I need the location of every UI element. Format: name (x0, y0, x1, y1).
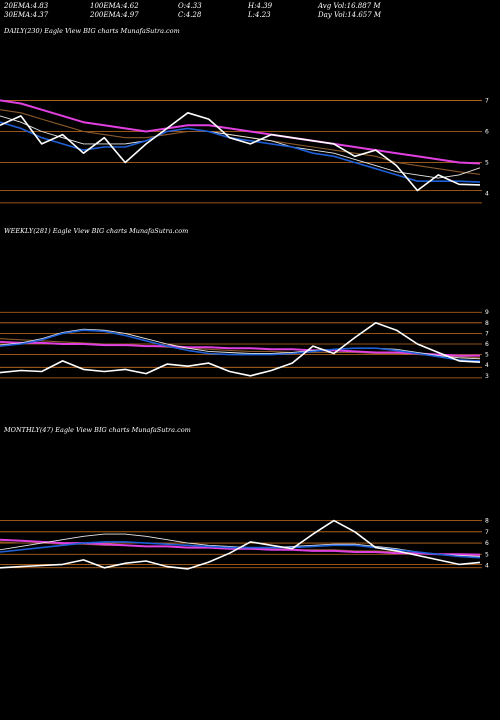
monthly-ytick-label: 5 (485, 551, 489, 558)
ema20-value: 4.83 (32, 2, 49, 10)
daily-ytick-label: 4 (485, 191, 489, 198)
ema20-label: 20EMA: (4, 2, 33, 10)
ema100-label: 100EMA: (90, 2, 124, 10)
weekly-ema-fast-line (0, 329, 481, 362)
weekly-ema-slow-line (0, 328, 481, 360)
open-value: 4.33 (186, 2, 202, 10)
low-label: L: (248, 11, 256, 19)
daily-ytick-label: 7 (485, 97, 489, 104)
monthly-ytick-label: 8 (485, 518, 489, 525)
daily-price-line (0, 112, 481, 192)
day-vol-label: Day Vol: (318, 11, 348, 19)
weekly-ytick-label: 3 (485, 373, 489, 380)
high-readout: H:4.39 (248, 2, 272, 10)
ema200-label: 200EMA: (90, 11, 124, 19)
weekly-ytick-label: 8 (485, 320, 489, 327)
ema200-value: 4.97 (123, 11, 139, 19)
daily-panel-title: DAILY(230) Eagle View BIG charts MunafaS… (4, 27, 180, 35)
ema100-readout: 100EMA:4.62 (90, 2, 139, 10)
close-label: C: (178, 11, 186, 19)
weekly-ytick-label: 5 (485, 352, 489, 359)
indicator-header-row-1: 20EMA:4.83 (4, 2, 48, 10)
ema30-readout: 30EMA:4.37 (4, 11, 48, 19)
weekly-panel-title: WEEKLY(281) Eagle View BIG charts Munafa… (4, 227, 189, 235)
weekly-ytick-label: 7 (485, 330, 489, 337)
day-vol-value: 14.657 M (347, 11, 382, 19)
ema100-value: 4.62 (123, 2, 139, 10)
avg-vol-readout: Avg Vol:16.887 M (318, 2, 381, 10)
close-value: 4.28 (185, 11, 202, 19)
weekly-ytick-label: 6 (485, 341, 489, 348)
weekly-ema-200-line (0, 340, 480, 357)
monthly-ytick-label: 6 (485, 540, 489, 547)
ema30-label: 30EMA: (4, 11, 33, 19)
daily-ytick-label: 6 (485, 128, 489, 135)
avg-vol-label: Avg Vol: (318, 2, 347, 10)
weekly-ema-100-line (0, 338, 481, 359)
monthly-ytick-label: 4 (485, 563, 489, 570)
monthly-ema-fast-line (0, 541, 481, 559)
avg-vol-value: 16.887 M (346, 2, 381, 10)
daily-ytick-label: 5 (485, 160, 489, 167)
ema30-value: 4.37 (32, 11, 49, 19)
open-readout: O:4.33 (178, 2, 202, 10)
daily-ema-slow-line (0, 115, 481, 179)
low-value: 4.23 (255, 11, 271, 19)
monthly-price-line (0, 519, 481, 570)
ema200-readout: 200EMA:4.97 (90, 11, 139, 19)
high-value: 4.39 (256, 2, 273, 10)
high-label: H: (248, 2, 257, 10)
close-readout: C:4.28 (178, 11, 201, 19)
weekly-ytick-label: 9 (485, 309, 489, 316)
weekly-ytick-label: 4 (485, 362, 489, 369)
open-label: O: (178, 2, 187, 10)
daily-ema-200-line (0, 99, 481, 165)
day-vol-readout: Day Vol:14.657 M (318, 11, 381, 19)
monthly-ytick-label: 7 (485, 529, 489, 536)
weekly-price-line (0, 321, 481, 377)
monthly-panel-title: MONTHLY(47) Eagle View BIG charts Munafa… (4, 426, 191, 434)
low-readout: L:4.23 (248, 11, 271, 19)
